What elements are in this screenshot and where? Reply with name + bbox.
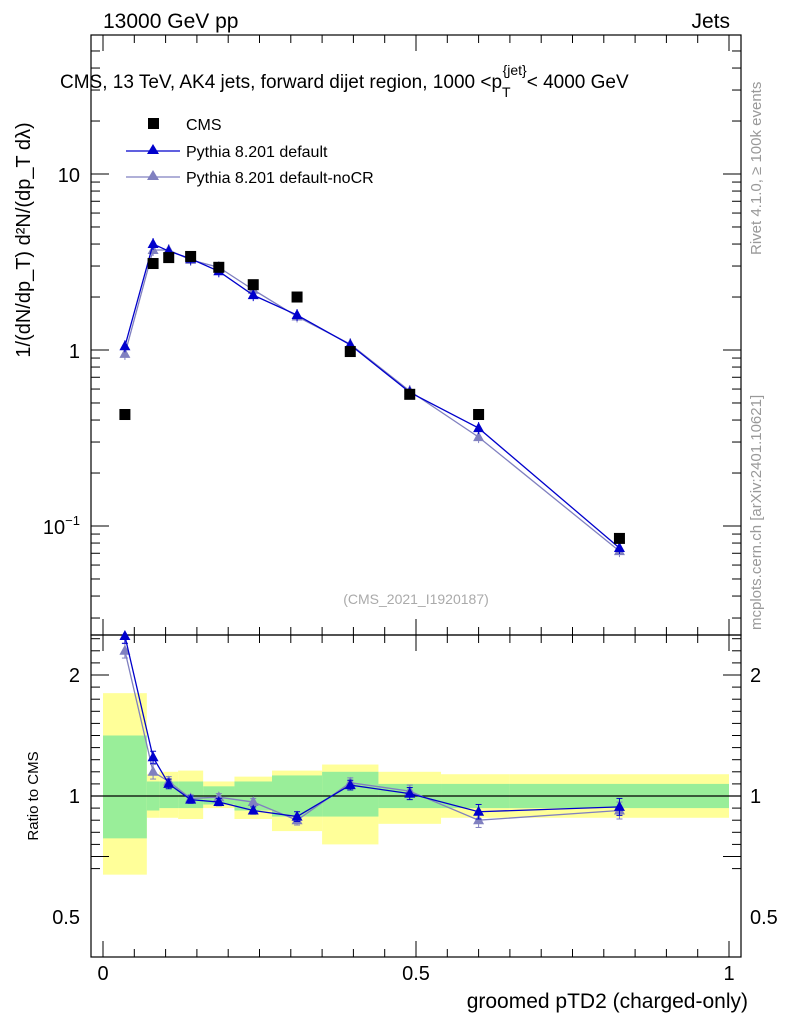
pythia-default-ratio-point — [185, 793, 197, 804]
ratio-ytick-left-0.5: 0.5 — [52, 907, 80, 929]
main-title: CMS, 13 TeV, AK4 jets, forward dijet reg… — [60, 62, 629, 100]
main-data-layer — [119, 238, 625, 558]
main-ylabel-text: 1/(dN/dp_T) d²N/(dp_T dλ) — [13, 122, 35, 357]
ratio-data-layer — [119, 630, 625, 828]
cms-point — [119, 409, 131, 421]
pythia-default-ratio-point — [119, 630, 131, 640]
xaxis-label: groomed pTD2 (charged-only) — [467, 990, 748, 1013]
xtick-label-0: 0 — [97, 963, 108, 985]
cms-point — [213, 261, 225, 273]
ytick-label-1: 1 — [69, 341, 80, 363]
pythia-default-ratio-point — [213, 796, 225, 807]
cms-point — [163, 252, 175, 264]
ytick-label-10: 10 — [58, 165, 80, 187]
inner-band-0 — [103, 735, 147, 839]
pythia-default-ratio-point — [404, 787, 416, 798]
ytick-label-0.1: 10−1 — [43, 513, 80, 539]
ratio-ytick-right-0.5: 0.5 — [750, 907, 778, 929]
pythia-default-point — [613, 541, 625, 552]
uncertainty-bands — [103, 693, 729, 875]
pythia-default-point — [473, 422, 485, 433]
ratio-ytick-right-2: 2 — [750, 665, 761, 687]
energy-label: 13000 GeV pp — [103, 10, 238, 33]
pythia-nocr-ratio-point — [119, 644, 131, 655]
pythia-default-point — [119, 340, 131, 351]
inner-band-2 — [159, 781, 179, 809]
pythia-nocr-ratio-point — [247, 796, 259, 807]
pythia-default-point — [147, 238, 159, 249]
cms-point — [473, 409, 485, 421]
pythia-nocr-line — [124, 249, 620, 552]
cms-point — [185, 250, 197, 262]
xtick-label-0.5: 0.5 — [402, 963, 430, 985]
source-label: mcplots.cern.ch [arXiv:2401.10621] — [748, 395, 765, 630]
ratio-ytick-left-2: 2 — [69, 665, 80, 687]
ratio-ylabel: Ratio to CMS — [25, 751, 42, 840]
pythia-nocr-point — [119, 347, 131, 358]
rivet-label: Rivet 4.1.0, ≥ 100k events — [748, 82, 765, 255]
legend-marker-pythia-nocr — [147, 170, 159, 180]
pythia-default-ratio-point — [147, 751, 159, 762]
cms-point — [147, 258, 159, 270]
main-ylabel: 1/(dN/dp_T) d²N/(dp_T dλ) — [13, 122, 35, 357]
pythia-default-ratio-point — [473, 805, 485, 816]
category-label: Jets — [691, 10, 730, 33]
cms-point — [344, 346, 356, 358]
legend: CMS Pythia 8.201 default Pythia 8.201 de… — [126, 117, 374, 187]
cms-point — [613, 532, 625, 544]
ratio-ytick-right-1: 1 — [750, 786, 761, 808]
xtick-label-1: 1 — [723, 963, 734, 985]
legend-label-pythia-default: Pythia 8.201 default — [186, 144, 328, 161]
pythia-nocr-point — [473, 431, 485, 442]
pythia-default-ratio-point — [344, 779, 356, 790]
analysis-id: (CMS_2021_I1920187) — [343, 591, 489, 607]
pythia-default-ratio-point — [291, 810, 303, 821]
pythia-default-ratio-point — [163, 777, 175, 788]
cms-point — [247, 279, 259, 291]
pythia-default-ratio-point — [247, 804, 259, 815]
axis-ticks — [91, 35, 741, 957]
ratio-ytick-left-1: 1 — [69, 786, 80, 808]
legend-marker-cms — [148, 118, 159, 129]
pythia-default-ratio-point — [613, 800, 625, 811]
legend-label-cms: CMS — [186, 117, 222, 134]
cms-point — [291, 291, 303, 303]
pythia-nocr-ratio-point — [147, 765, 159, 776]
cms-point — [404, 388, 416, 400]
pythia-default-point — [291, 309, 303, 320]
legend-label-pythia-nocr: Pythia 8.201 default-noCR — [186, 170, 374, 187]
pythia-default-point — [247, 289, 259, 300]
legend-marker-pythia-default — [147, 144, 159, 154]
pythia-default-line — [124, 243, 620, 549]
